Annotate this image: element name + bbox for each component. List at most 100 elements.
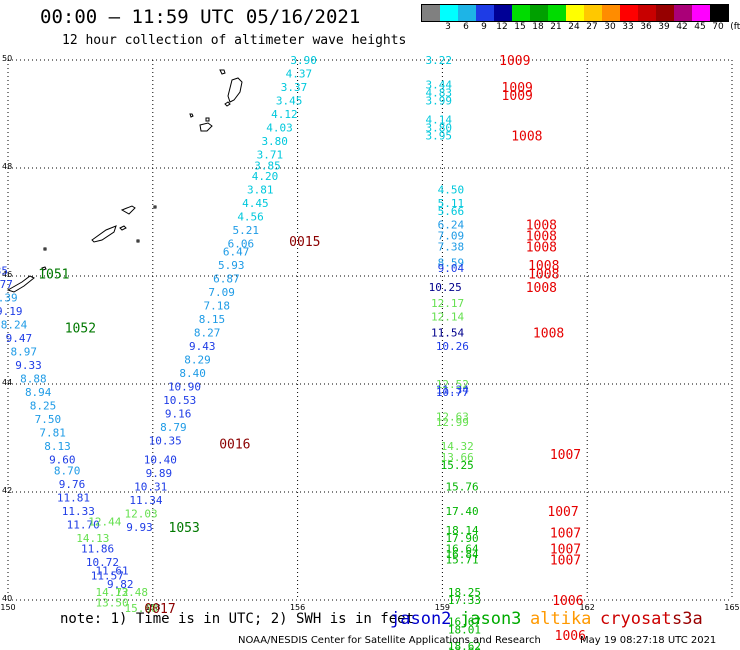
island-outline — [205, 117, 210, 122]
lat-tick-label: 44 — [2, 378, 12, 387]
pressure-label: 1009 — [502, 81, 533, 96]
swh-value: 9.77 — [0, 278, 13, 291]
color-scale-swatch — [602, 5, 620, 21]
island-outline — [136, 239, 140, 243]
pressure-labels: 1009100910091008100810081008100810081008… — [38, 54, 586, 644]
swh-value: 14.32 — [441, 440, 474, 453]
satellite-legend-jason3: jason3 — [460, 609, 522, 629]
color-scale-swatch — [494, 5, 512, 21]
satellite-legend-s3a: s3a — [672, 609, 703, 629]
swh-value: 11.33 — [62, 505, 95, 518]
color-scale-label: 45 — [694, 22, 706, 32]
swh-readings: 3.904.373.373.454.124.033.803.713.854.20… — [0, 54, 481, 650]
satellite-legend-cryosat: cryosat — [600, 609, 672, 629]
island-outline — [153, 205, 157, 209]
swh-value: 3.85 — [254, 159, 281, 172]
swh-value: 10.72 — [86, 556, 119, 569]
lon-tick-label: 162 — [580, 603, 595, 612]
swh-value: 11.34 — [436, 383, 469, 396]
swh-value: 11.34 — [129, 494, 162, 507]
swh-value: 12.17 — [431, 297, 464, 310]
swh-value: 3.80 — [426, 122, 453, 135]
swh-value: 14.13 — [76, 532, 109, 545]
lat-tick-label: 50 — [2, 54, 12, 63]
swh-value: 16.64 — [445, 543, 478, 556]
swh-value: 9.93 — [126, 521, 153, 534]
swh-value: 6.24 — [438, 219, 465, 232]
swh-value: 8.25 — [30, 400, 57, 413]
pressure-label: 1052 — [65, 321, 96, 336]
island-outline — [91, 225, 117, 243]
pressure-label: 1007 — [550, 448, 581, 463]
island-outline — [120, 205, 136, 215]
swh-value: 18.62 — [448, 640, 481, 650]
swh-value: 12.99 — [436, 416, 469, 429]
island-outline — [199, 122, 213, 132]
color-scale-swatch — [512, 5, 530, 21]
swh-value: 14.72 — [96, 586, 129, 599]
pressure-label: 1007 — [547, 505, 578, 520]
color-scale-swatch — [440, 5, 458, 21]
swh-value: 12.14 — [431, 311, 464, 324]
swh-value: 17.40 — [445, 505, 478, 518]
pressure-label: 1007 — [550, 543, 581, 558]
page-title: 00:00 – 11:59 UTC 05/16/2021 — [40, 6, 361, 28]
swh-value: 15.71 — [445, 554, 478, 567]
swh-value: 3.90 — [290, 54, 317, 67]
swh-value: 3.37 — [281, 81, 308, 94]
color-scale-swatch — [710, 5, 728, 21]
swh-value: 7.38 — [438, 240, 465, 253]
color-scale-bar — [421, 4, 729, 22]
pressure-label: 1008 — [511, 130, 542, 145]
swh-value: 9.82 — [107, 578, 134, 591]
swh-value: 12.03 — [125, 508, 158, 521]
swh-value: 8.97 — [10, 346, 37, 359]
swh-value: 10.35 — [0, 265, 8, 278]
swh-value: 3.99 — [426, 95, 453, 108]
lat-tick-label: 40 — [2, 594, 12, 603]
swh-value: 4.37 — [286, 68, 313, 81]
color-scale-swatch — [656, 5, 674, 21]
color-scale-swatch — [620, 5, 638, 21]
swh-value: 4.83 — [426, 86, 453, 99]
swh-value: 10.40 — [144, 454, 177, 467]
swh-value: 8.59 — [438, 257, 465, 270]
swh-value: 10.35 — [149, 435, 182, 448]
map-grid — [7, 59, 733, 601]
pressure-label: 1006 — [555, 629, 586, 644]
island-outline — [219, 69, 226, 75]
swh-value: 4.14 — [426, 113, 453, 126]
swh-value: 12.63 — [436, 410, 469, 423]
island-outline — [6, 275, 35, 293]
island-outline — [41, 266, 47, 271]
lat-tick-label: 42 — [2, 486, 12, 495]
swh-value: 8.40 — [179, 367, 206, 380]
swh-value: 15.68 — [125, 602, 158, 615]
pressure-label: 1008 — [526, 230, 557, 245]
swh-value: 18.25 — [448, 586, 481, 599]
generated-timestamp: May 19 08:27:18 UTC 2021 — [580, 635, 717, 646]
swh-value: 17.99 — [448, 645, 481, 650]
pressure-label: 1008 — [528, 259, 559, 274]
swh-value: 12.44 — [88, 516, 121, 529]
swh-value: 9.60 — [49, 454, 76, 467]
island-outline — [43, 247, 47, 251]
island-outline — [227, 77, 243, 103]
color-scale-swatch — [566, 5, 584, 21]
color-scale-label: 6 — [463, 22, 469, 32]
swh-value: 4.20 — [252, 170, 279, 183]
color-scale-swatch — [674, 5, 692, 21]
color-scale-label: 12 — [496, 22, 508, 32]
swh-value: 7.09 — [208, 286, 235, 299]
swh-value: 5.11 — [438, 197, 465, 210]
swh-value: 8.88 — [20, 373, 47, 386]
color-scale-swatch — [422, 5, 440, 21]
color-scale-label: 30 — [604, 22, 616, 32]
swh-value: 16.84 — [445, 548, 478, 561]
lon-tick-label: 150 — [0, 603, 15, 612]
pressure-label: 1053 — [169, 521, 200, 536]
color-scale-label: 21 — [550, 22, 562, 32]
color-scale-label: 42 — [676, 22, 688, 32]
color-scale-swatch — [548, 5, 566, 21]
